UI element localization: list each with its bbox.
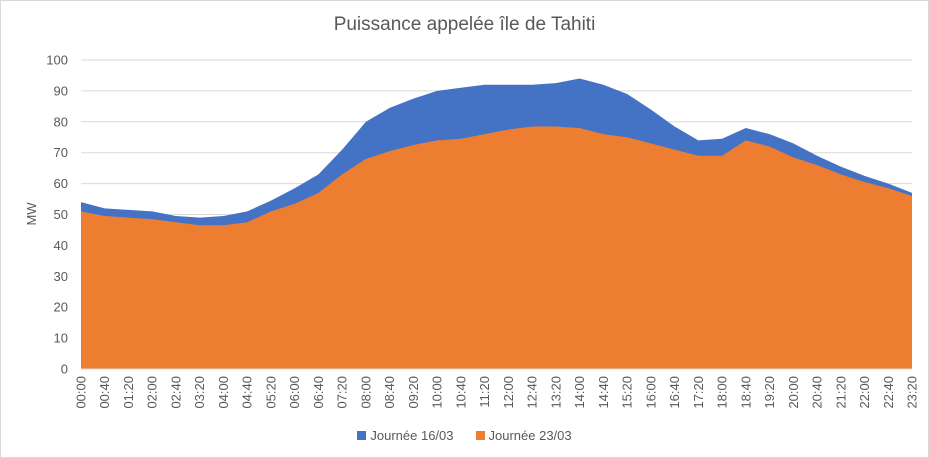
x-tick-label: 12:40 xyxy=(525,376,540,409)
x-tick-labels: 00:00 00:40 01:20 02:00 02:40 03:20 04:00 04:40… xyxy=(74,376,920,409)
x-tick-label: 19:20 xyxy=(762,376,777,409)
x-tick-label: 08:00 xyxy=(358,376,373,409)
y-axis-label: MW xyxy=(24,202,39,226)
y-tick-label: 90 xyxy=(54,83,68,98)
series-area-1 xyxy=(81,126,912,369)
x-tick-label: 04:00 xyxy=(216,376,231,409)
y-tick-label: 0 xyxy=(61,362,68,377)
x-tick-label: 02:00 xyxy=(145,376,160,409)
x-tick-label: 22:00 xyxy=(857,376,872,409)
x-tick-label: 03:20 xyxy=(192,376,207,409)
y-tick-label: 70 xyxy=(54,145,68,160)
legend-label: Journée 23/03 xyxy=(488,428,572,443)
x-tick-label: 20:00 xyxy=(786,376,801,409)
x-tick-label: 10:40 xyxy=(453,376,468,409)
x-tick-label: 13:20 xyxy=(548,376,563,409)
x-tick-label: 09:20 xyxy=(406,376,421,409)
y-tick-label: 10 xyxy=(54,331,68,346)
y-tick-label: 80 xyxy=(54,114,68,129)
x-tick-label: 11:20 xyxy=(477,376,492,408)
x-tick-label: 01:20 xyxy=(121,376,136,409)
x-tick-label: 20:40 xyxy=(810,376,825,409)
x-tick-label: 18:40 xyxy=(738,376,753,409)
x-tick-label: 07:20 xyxy=(335,376,350,409)
x-tick-label: 16:00 xyxy=(643,376,658,409)
x-tick-label: 15:20 xyxy=(620,376,635,409)
y-tick-label: 60 xyxy=(54,176,68,191)
x-tick-label: 02:40 xyxy=(168,376,183,409)
x-tick-label: 10:00 xyxy=(430,376,445,409)
y-tick-label: 50 xyxy=(54,207,68,222)
chart-title: Puissance appelée île de Tahiti xyxy=(333,14,596,35)
y-tick-label: 20 xyxy=(54,300,68,315)
legend-swatch xyxy=(475,431,485,440)
x-tick-label: 21:20 xyxy=(833,376,848,409)
x-tick-label: 08:40 xyxy=(382,376,397,409)
x-tick-label: 14:00 xyxy=(572,376,587,409)
x-tick-label: 04:40 xyxy=(240,376,255,409)
x-tick-label: 06:40 xyxy=(311,376,326,409)
legend-item-16-03: Journée 16/03 xyxy=(357,428,454,443)
legend-item-23-03: Journée 23/03 xyxy=(475,428,572,443)
legend-swatch xyxy=(357,431,367,440)
y-tick-label: 40 xyxy=(54,238,68,253)
y-tick-labels: 0 10 20 30 40 50 60 70 80 90 100 xyxy=(46,53,68,377)
x-tick-label: 06:00 xyxy=(287,376,302,409)
x-tick-label: 12:00 xyxy=(501,376,516,409)
x-tick-label: 00:40 xyxy=(97,376,112,409)
x-tick-label: 16:40 xyxy=(667,376,682,409)
x-tick-label: 00:00 xyxy=(74,376,89,409)
x-tick-label: 18:00 xyxy=(715,376,730,409)
x-tick-label: 14:40 xyxy=(596,376,611,409)
x-tick-label: 05:20 xyxy=(263,376,278,409)
y-tick-label: 100 xyxy=(46,53,68,68)
legend-label: Journée 16/03 xyxy=(370,428,454,443)
x-tick-label: 22:40 xyxy=(881,376,896,409)
series-areas xyxy=(81,78,912,370)
x-tick-label: 17:20 xyxy=(691,376,706,409)
x-tick-label: 23:20 xyxy=(905,376,920,409)
legend: Journée 16/03 Journée 23/03 xyxy=(0,428,929,443)
y-tick-label: 30 xyxy=(54,269,68,284)
